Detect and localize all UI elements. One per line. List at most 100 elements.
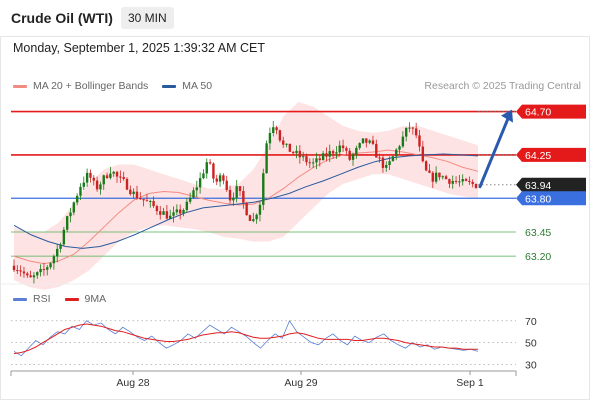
candle-body — [75, 195, 79, 203]
candle — [458, 174, 461, 187]
candle-body — [225, 180, 228, 190]
x-tick-label-2: Sep 1 — [456, 377, 484, 389]
candle — [331, 149, 335, 159]
candle — [391, 155, 395, 162]
candle-body — [232, 197, 235, 201]
candle-body — [39, 268, 42, 273]
price-label-bg — [516, 147, 586, 162]
candle — [129, 185, 132, 196]
candle-body — [318, 158, 321, 161]
candle — [79, 183, 82, 200]
candle — [102, 174, 105, 190]
candle-body — [431, 172, 434, 182]
candle-body — [22, 271, 26, 274]
legend-swatch-ma50 — [162, 84, 177, 88]
candle-body — [325, 153, 328, 157]
candle-body — [62, 229, 66, 245]
candle — [205, 158, 208, 179]
candle-body — [172, 212, 175, 216]
candle-body — [341, 145, 345, 149]
candle-body — [26, 273, 29, 276]
candle — [212, 162, 215, 184]
candle-body — [42, 268, 46, 270]
candle — [272, 120, 275, 137]
candle-body — [381, 157, 385, 168]
candle — [39, 264, 42, 277]
candle-body — [355, 147, 358, 155]
candle — [218, 172, 222, 187]
price-label-text: 63.45 — [525, 227, 551, 239]
candle — [82, 176, 85, 190]
interval-button[interactable]: 30 MIN — [121, 7, 174, 29]
price-label-text: 63.20 — [525, 251, 551, 263]
price-label-64-25: 64.25 — [516, 147, 586, 162]
candle-body — [205, 162, 208, 174]
candle-body — [145, 200, 149, 202]
candle-body — [298, 150, 302, 158]
candle-body — [458, 181, 461, 183]
candle-body — [32, 275, 36, 278]
candle — [195, 180, 199, 197]
candle-body — [278, 130, 282, 141]
candle — [198, 172, 202, 194]
candle — [49, 262, 52, 270]
price-label-text: 63.94 — [525, 180, 551, 192]
candle — [99, 181, 102, 195]
candle — [215, 174, 218, 186]
candle-body — [345, 148, 348, 151]
candle-body — [162, 211, 165, 215]
candle — [378, 153, 381, 163]
candle-body — [49, 263, 52, 268]
candle-body — [188, 197, 192, 202]
candle — [135, 185, 139, 200]
candle — [62, 226, 66, 246]
price-label-bg — [516, 177, 586, 192]
price-label-63-45: 63.45 — [525, 227, 551, 239]
candle — [165, 205, 169, 220]
x-tick-label-1: Aug 29 — [284, 377, 317, 389]
candle-body — [262, 173, 265, 205]
candle — [365, 138, 368, 148]
candle-body — [29, 275, 32, 278]
candle-body — [405, 127, 408, 137]
candle — [275, 125, 278, 135]
candle-body — [275, 127, 278, 131]
candle-body — [89, 172, 92, 178]
candle — [291, 151, 295, 155]
candle — [109, 166, 112, 180]
candle — [408, 122, 411, 133]
candle-body — [468, 180, 471, 182]
legend-swatch-ma20 — [13, 84, 27, 88]
candle — [172, 206, 175, 223]
legend-item-ma20: MA 20 + Bollinger Bands — [13, 80, 148, 92]
candle — [22, 266, 26, 278]
candle-body — [385, 165, 388, 168]
candle-body — [152, 201, 155, 207]
candle-body — [119, 176, 122, 178]
candle-body — [255, 214, 258, 220]
candle — [152, 196, 155, 208]
candle — [225, 175, 228, 192]
candle-body — [245, 202, 248, 216]
candle-body — [165, 211, 169, 219]
candle-body — [12, 265, 16, 271]
candle — [335, 146, 338, 159]
candle-body — [36, 272, 39, 276]
candle — [149, 199, 152, 208]
candle-body — [109, 173, 112, 178]
candle-body — [321, 153, 325, 161]
candle — [29, 270, 32, 278]
candle — [208, 159, 212, 165]
candle-body — [401, 136, 405, 147]
candle-body — [208, 162, 212, 164]
candle — [424, 160, 428, 172]
candle — [258, 201, 262, 222]
rsi-tick-label-70: 70 — [525, 316, 537, 328]
candle-body — [365, 138, 368, 143]
candle-body — [198, 178, 202, 188]
price-label-63-20: 63.20 — [525, 251, 551, 263]
candle-body — [282, 140, 285, 145]
candle — [358, 142, 361, 150]
candle — [345, 146, 348, 156]
candle — [262, 168, 265, 211]
